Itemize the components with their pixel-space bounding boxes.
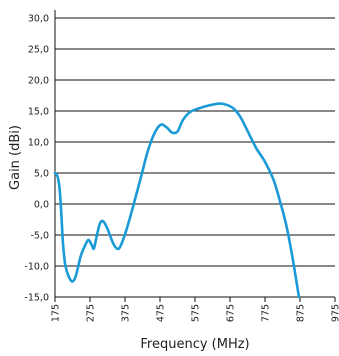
x-tick-label: 175 <box>51 304 62 322</box>
y-tick-label: 30,0 <box>28 14 49 25</box>
x-tick-label: 775 <box>261 304 272 322</box>
y-tick-label: 5,0 <box>34 169 49 180</box>
x-axis-title: Frequency (MHz) <box>140 337 249 352</box>
y-tick-label: 20,0 <box>28 76 49 87</box>
y-tick-label: 15,0 <box>28 107 49 118</box>
x-tick-label: 975 <box>331 304 339 322</box>
y-tick-label: -10,0 <box>24 262 49 273</box>
axes-layer <box>54 10 336 302</box>
y-tick-label: -15,0 <box>24 293 49 304</box>
series-layer <box>53 102 301 299</box>
x-tick-label: 475 <box>156 304 167 322</box>
x-tick-label: 575 <box>191 304 202 322</box>
y-tick-label: 0,0 <box>34 200 49 211</box>
x-tick-label: 375 <box>121 304 132 322</box>
y-tick-label: 10,0 <box>28 138 49 149</box>
y-tick-label: -5,0 <box>30 231 49 242</box>
x-tick-label: 875 <box>296 304 307 322</box>
y-axis-title: Gain (dBi) <box>8 125 23 190</box>
tick-labels: 30,0 25,0 20,0 15,0 10,0 5,0 0,0 -5,0 -10,0 -15,0… <box>24 14 339 323</box>
gain-series-line <box>53 102 301 299</box>
x-tick-label: 675 <box>226 304 237 322</box>
x-tick-label: 275 <box>86 304 97 322</box>
y-tick-label: 25,0 <box>28 45 49 56</box>
